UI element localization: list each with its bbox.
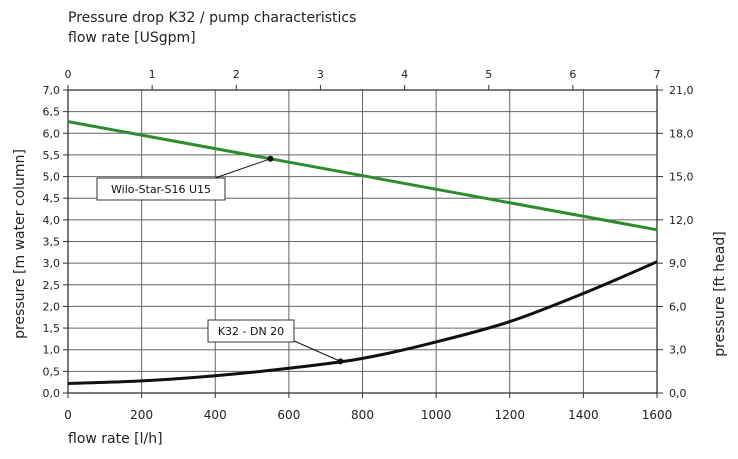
series-line-1 [67,260,658,385]
top-tick-label: 3 [317,68,324,81]
series-lines [67,120,658,385]
top-tick-label: 1 [149,68,156,81]
y2-tick-label: 12,0 [669,214,694,227]
y-tick-label: 4,5 [43,192,61,205]
y2-tick-label: 3,0 [669,344,687,357]
x-tick-label: 0 [64,408,72,422]
top-axis-label: flow rate [USgpm] [68,30,196,46]
y-tick-label: 0,0 [43,387,61,400]
y-tick-label: 6,5 [43,106,61,119]
x-tick-label: 1600 [642,408,673,422]
y-tick-label: 1,0 [43,344,61,357]
y-tick-label: 2,0 [43,300,61,313]
x-tick-label: 600 [277,408,300,422]
annotation-marker [337,358,344,365]
top-tick-label: 6 [569,68,576,81]
y2-axis-label: pressure [ft head] [712,231,728,356]
x-tick-label: 800 [351,408,374,422]
y2-tick-label: 6,0 [669,300,687,313]
top-tick-label: 4 [401,68,408,81]
top-tick-label: 0 [65,68,72,81]
x-tick-label: 200 [130,408,153,422]
y2-tick-label: 15,0 [669,171,694,184]
top-tick-label: 5 [485,68,492,81]
y-tick-label: 2,5 [43,279,61,292]
grid [63,85,663,398]
annotation-box [96,177,226,201]
annotation-label: K32 - DN 20 [218,325,284,338]
y-tick-label: 1,5 [43,322,61,335]
top-tick-label: 7 [654,68,661,81]
y2-tick-label: 0,0 [669,387,687,400]
plot-frame [67,89,658,394]
annotation-label: Wilo-Star-S16 U15 [111,183,211,196]
annotation-box [207,319,295,343]
tick-labels: 0,0 0,5 1,0 1,5 2,0 2,5 3,0 3,5 4,0 4,5 5,0 5,5 6,0 6… [43,68,694,422]
y-tick-label: 0,5 [43,365,61,378]
x-axis-label: flow rate [l/h] [68,431,163,447]
x-tick-label: 400 [204,408,227,422]
y-tick-label: 6,0 [43,127,61,140]
y-tick-label: 7,0 [43,84,61,97]
series-line-0 [67,120,658,232]
y-axis-label: pressure [m water column] [12,149,28,339]
annotation-marker [267,155,274,162]
y-tick-label: 4,0 [43,214,61,227]
x-tick-label: 1000 [421,408,452,422]
y-tick-label: 5,0 [43,171,61,184]
annotation-leader [291,339,341,362]
annotation-leader [214,158,271,179]
y2-tick-label: 9,0 [669,257,687,270]
x-tick-label: 1200 [494,408,525,422]
x-tick-label: 1400 [568,408,599,422]
annotations: Wilo-Star-S16 U15 K32 - DN 20 [96,155,344,365]
y2-tick-label: 21,0 [669,84,694,97]
chart-title: Pressure drop K32 / pump characteristics [68,10,356,26]
y2-tick-label: 18,0 [669,127,694,140]
y-tick-label: 3,0 [43,257,61,270]
y-tick-label: 3,5 [43,236,61,249]
top-tick-label: 2 [233,68,240,81]
y-tick-label: 5,5 [43,149,61,162]
